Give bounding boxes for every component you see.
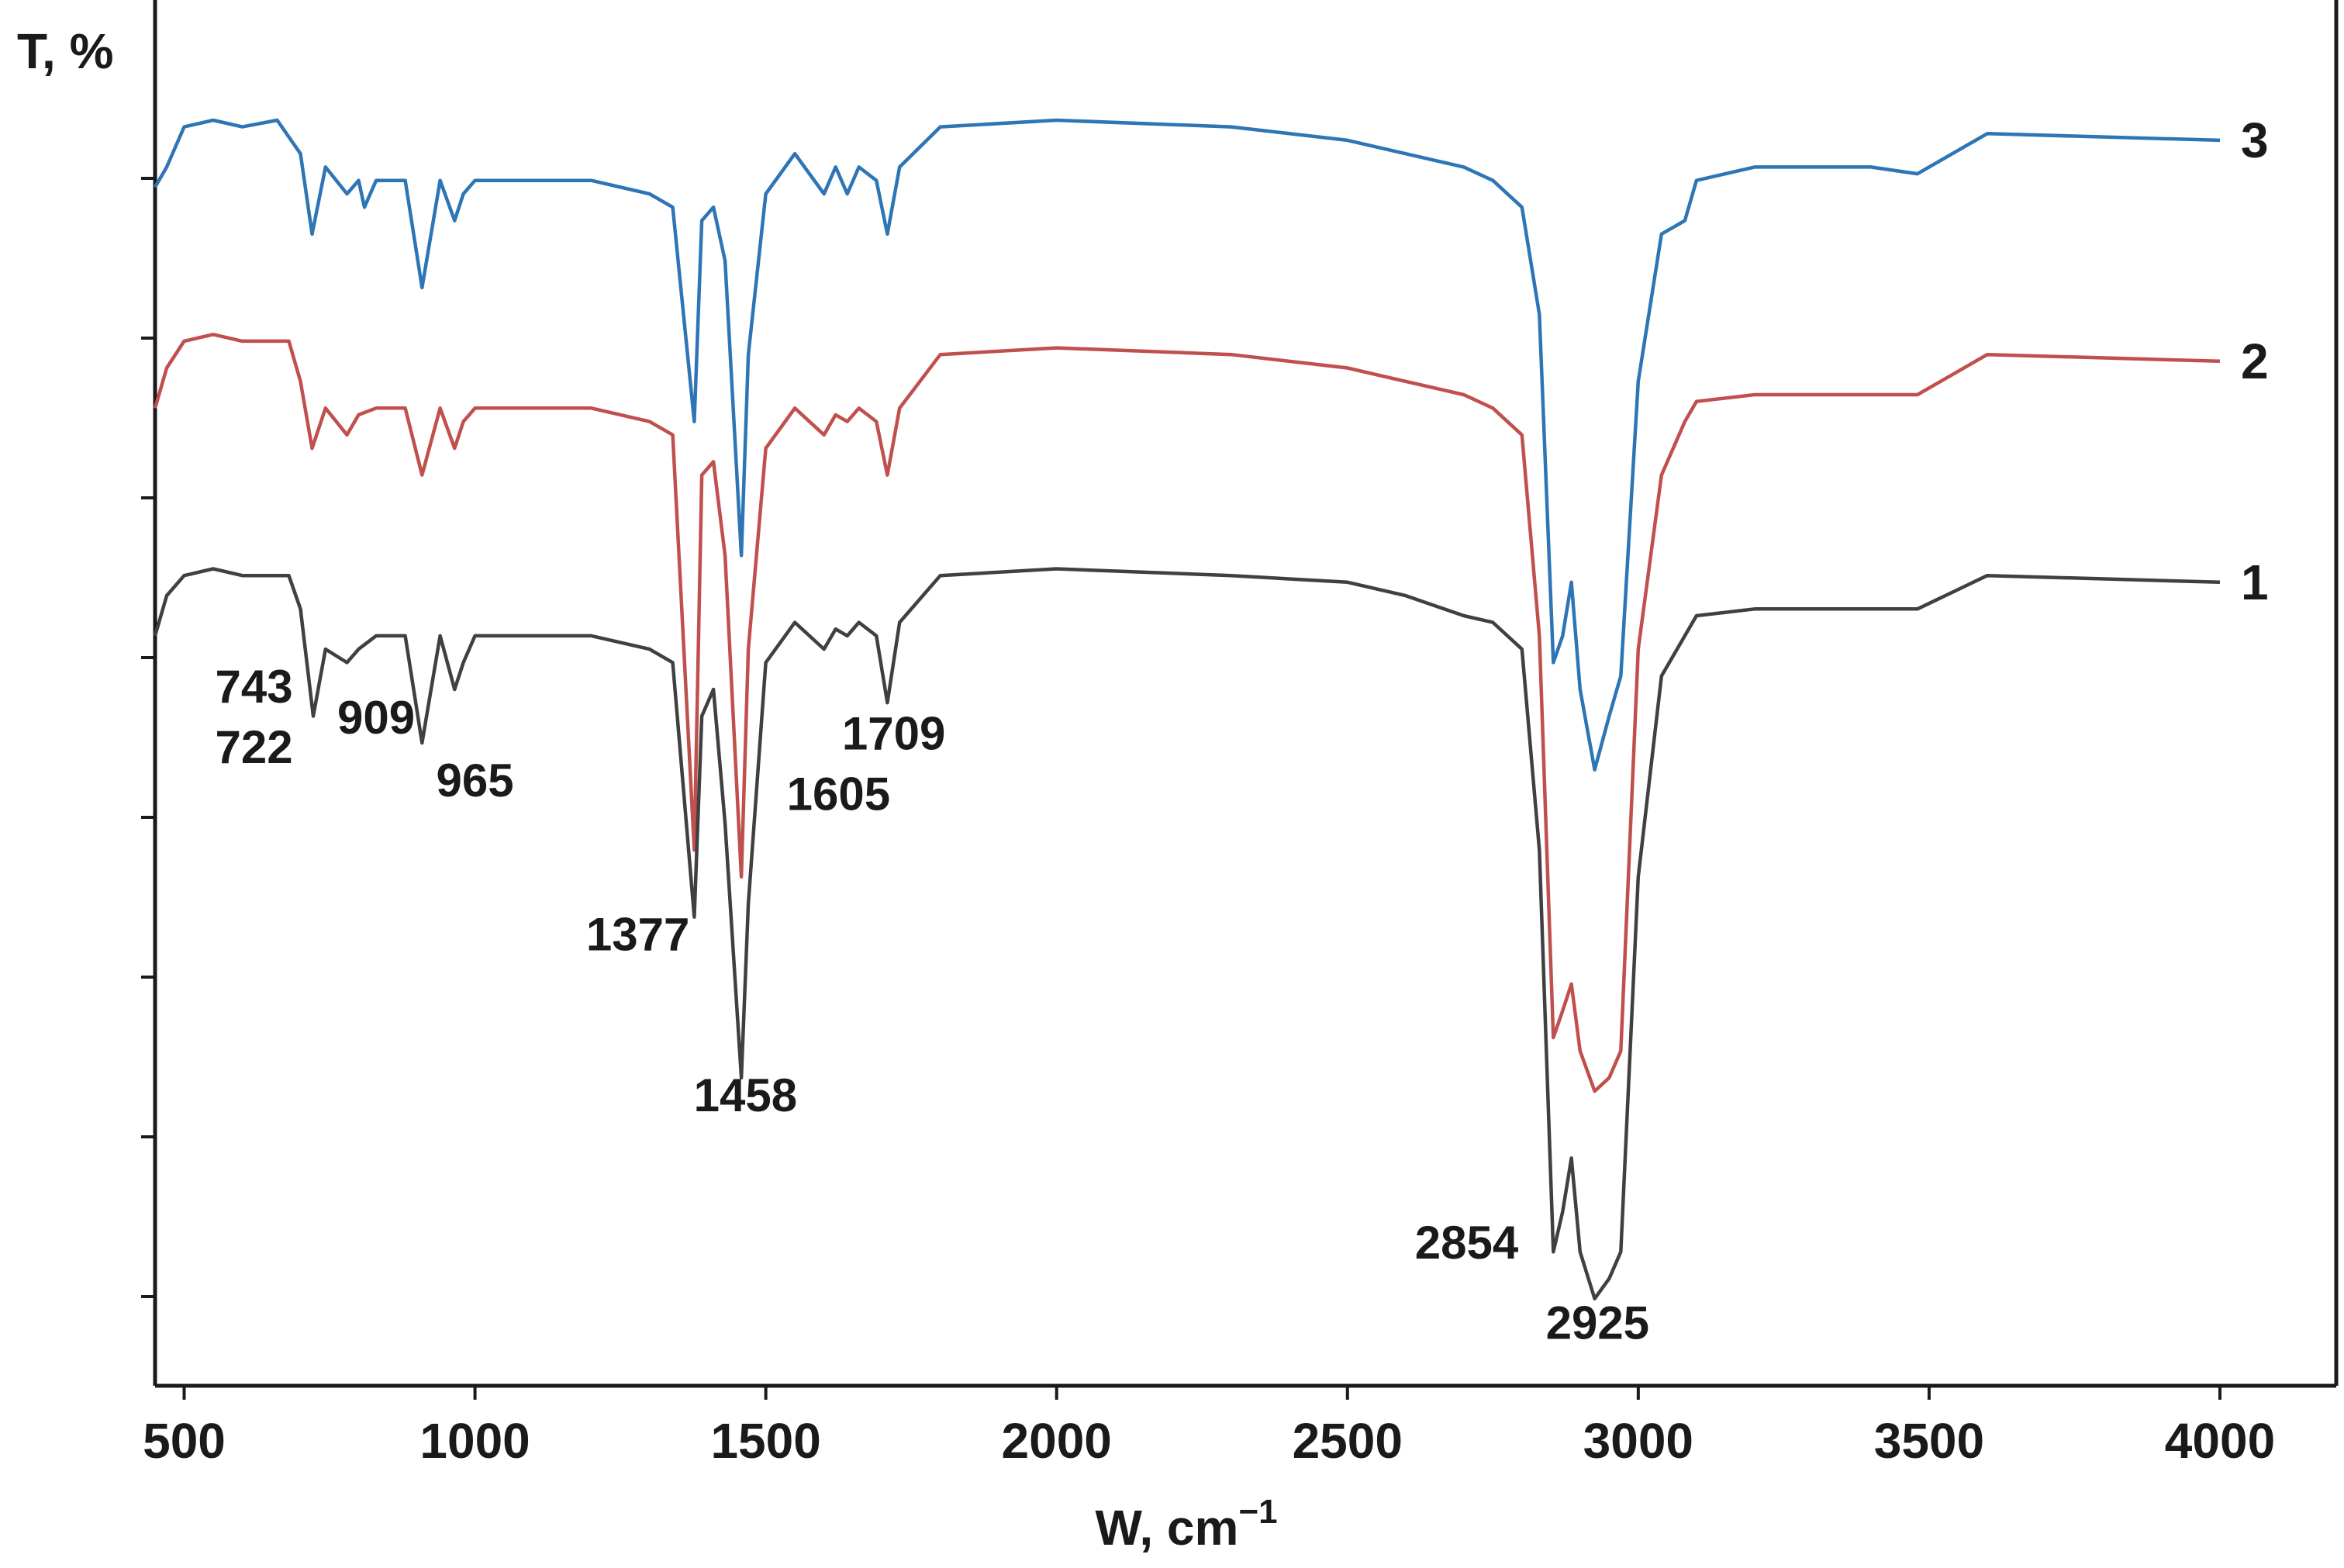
series-lines [153, 118, 2221, 1300]
y-axis-title: T, % [17, 23, 113, 79]
peak-labels: 743 722 909 965 1377 1458 1709 1605 2854 2925 [215, 661, 1649, 1349]
y-ticks [141, 177, 155, 1298]
series-label-1: 1 [2241, 554, 2269, 610]
series-labels: 3 2 1 [2241, 112, 2269, 610]
x-tick-label: 3000 [1583, 1413, 1693, 1469]
series-label-2: 2 [2241, 333, 2269, 389]
x-tick-label: 3500 [1874, 1413, 1984, 1469]
x-axis-title: W, cm−1 [1095, 1493, 1277, 1556]
series-line-3 [154, 118, 2221, 772]
peak-label: 1458 [694, 1069, 797, 1121]
peak-label: 1377 [586, 909, 689, 961]
x-tick-label: 1000 [419, 1413, 530, 1469]
series-line-1 [153, 567, 2221, 1300]
x-ticks: 500 1000 1500 2000 2500 3000 3500 4000 [143, 1386, 2275, 1469]
peak-label: 965 [437, 755, 514, 806]
peak-label: 1605 [787, 768, 890, 820]
x-axis-title-sup: −1 [1238, 1493, 1277, 1531]
peak-label: 909 [337, 692, 415, 744]
x-tick-label: 2500 [1293, 1413, 1403, 1469]
peak-label: 2925 [1546, 1297, 1649, 1349]
x-tick-label: 1500 [710, 1413, 820, 1469]
peak-label: 2854 [1415, 1217, 1519, 1269]
series-line-2 [153, 333, 2221, 1093]
peak-label: 1709 [842, 708, 945, 760]
peak-label: 743 [215, 661, 292, 713]
x-tick-label: 4000 [2165, 1413, 2275, 1469]
x-tick-label: 500 [143, 1413, 226, 1469]
x-tick-label: 2000 [1002, 1413, 1112, 1469]
x-axis-title-text: W, cm [1095, 1500, 1238, 1556]
peak-label: 722 [215, 721, 292, 773]
series-label-3: 3 [2241, 112, 2269, 168]
